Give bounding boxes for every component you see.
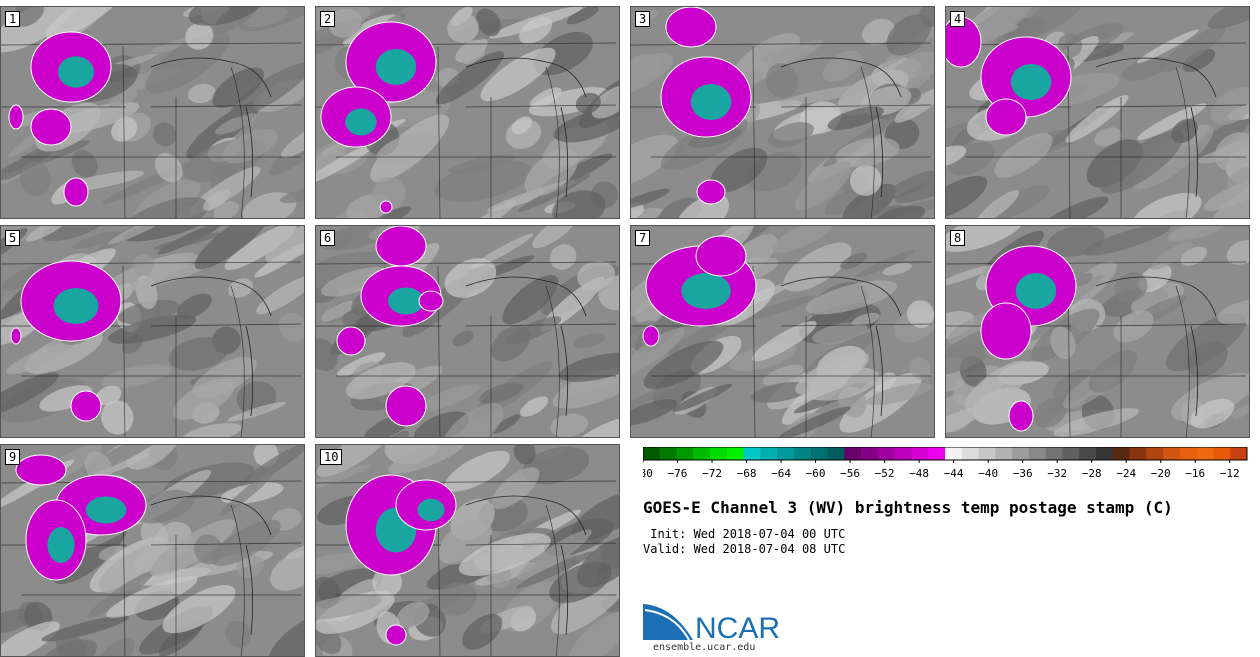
colorbar-tick-label: −80	[643, 467, 653, 480]
wv-field	[1, 445, 304, 656]
colorbar-swatch	[760, 447, 778, 460]
panel-label: 9	[5, 449, 21, 465]
colorbar-swatch	[844, 447, 862, 460]
colorbar-swatch	[659, 447, 678, 460]
panel-label: 3	[635, 11, 651, 27]
colorbar-swatch	[961, 447, 980, 460]
colorbar-swatch	[1045, 447, 1063, 460]
member-panel-10: 10	[315, 444, 620, 657]
colorbar-tick-label: −72	[702, 467, 722, 480]
colorbar-tick-label: −28	[1082, 467, 1102, 480]
colorbar-tick-label: −20	[1151, 467, 1171, 480]
colorbar-swatch	[945, 447, 963, 460]
colorbar-swatch	[726, 447, 745, 460]
colorbar-tick-label: −48	[909, 467, 929, 480]
colorbar-tick-label: −40	[978, 467, 998, 480]
panel-label: 2	[320, 11, 336, 27]
panel-label: 6	[320, 230, 336, 246]
colorbar-swatch	[827, 447, 845, 460]
wv-field	[631, 226, 934, 437]
colorbar-tick-label: −44	[944, 467, 964, 480]
wv-field	[946, 7, 1249, 218]
colorbar-swatch	[810, 447, 829, 460]
colorbar-swatch	[894, 447, 912, 460]
colorbar-tick-label: −32	[1047, 467, 1067, 480]
colorbar-swatch	[1179, 447, 1198, 460]
colorbar-swatch	[1196, 447, 1214, 460]
colorbar-swatch	[1028, 447, 1047, 460]
wv-field	[631, 7, 934, 218]
colorbar-tick-label: −24	[1116, 467, 1136, 480]
colorbar-swatch	[861, 447, 879, 460]
wv-field	[316, 7, 619, 218]
colorbar-swatch	[877, 447, 896, 460]
colorbar-swatch	[928, 447, 946, 460]
member-panel-1: 1	[0, 6, 305, 219]
colorbar: −80 −76 −72 −68 −64 −60 −56 −52 −48 −44 −40 −36 −32 −…	[643, 447, 1248, 480]
colorbar-swatch	[693, 447, 711, 460]
panel-label: 8	[950, 230, 966, 246]
valid-time: Valid: Wed 2018-07-04 08 UTC	[643, 542, 846, 556]
colorbar-tick-label: −60	[806, 467, 826, 480]
colorbar-tick-label: −68	[737, 467, 757, 480]
panel-label: 1	[5, 11, 21, 27]
colorbar-tick-label: −16	[1185, 467, 1205, 480]
wv-field	[946, 226, 1249, 437]
ncar-logo: NCAR	[643, 604, 780, 642]
colorbar-tick-label: −36	[1013, 467, 1033, 480]
member-panel-7: 7	[630, 225, 935, 438]
member-panel-6: 6	[315, 225, 620, 438]
colorbar-swatch	[1129, 447, 1147, 460]
colorbar-swatch	[1230, 447, 1248, 460]
colorbar-swatch	[1213, 447, 1231, 460]
colorbar-tick-label: −56	[840, 467, 860, 480]
figure-title: GOES-E Channel 3 (WV) brightness temp po…	[643, 498, 1173, 517]
colorbar-swatch	[743, 447, 761, 460]
panel-label: 7	[635, 230, 651, 246]
panel-label: 5	[5, 230, 21, 246]
colorbar-swatch	[1163, 447, 1181, 460]
colorbar-swatch	[710, 447, 728, 460]
colorbar-swatch	[1112, 447, 1131, 460]
wv-field	[1, 226, 304, 437]
colorbar-swatch	[1096, 447, 1114, 460]
colorbar-swatch	[1146, 447, 1164, 460]
member-panel-3: 3	[630, 6, 935, 219]
colorbar-swatch	[676, 447, 694, 460]
colorbar-swatch	[911, 447, 929, 460]
panel-label: 10	[320, 449, 343, 465]
colorbar-swatch	[794, 447, 812, 460]
colorbar-tick-label: −12	[1220, 467, 1240, 480]
colorbar-swatch	[995, 447, 1013, 460]
colorbar-swatch	[1012, 447, 1030, 460]
member-panel-9: 9	[0, 444, 305, 657]
colorbar-swatch	[777, 447, 795, 460]
member-panel-8: 8	[945, 225, 1250, 438]
colorbar-tick-label: −76	[668, 467, 688, 480]
logo-url: ensemble.ucar.edu	[653, 642, 756, 653]
wv-field	[316, 226, 619, 437]
member-panel-4: 4	[945, 6, 1250, 219]
panel-label: 4	[950, 11, 966, 27]
colorbar-swatch	[1079, 447, 1097, 460]
colorbar-swatch	[1062, 447, 1080, 460]
wv-field	[1, 7, 304, 218]
colorbar-tick-label: −64	[771, 467, 791, 480]
member-panel-5: 5	[0, 225, 305, 438]
logo-text: NCAR	[695, 612, 780, 642]
colorbar-tick-label: −52	[875, 467, 895, 480]
colorbar-swatch	[978, 447, 996, 460]
wv-field	[316, 445, 619, 656]
init-time: Init: Wed 2018-07-04 00 UTC	[643, 527, 846, 541]
member-panel-2: 2	[315, 6, 620, 219]
colorbar-border	[643, 447, 1248, 461]
colorbar-swatch	[643, 447, 661, 460]
